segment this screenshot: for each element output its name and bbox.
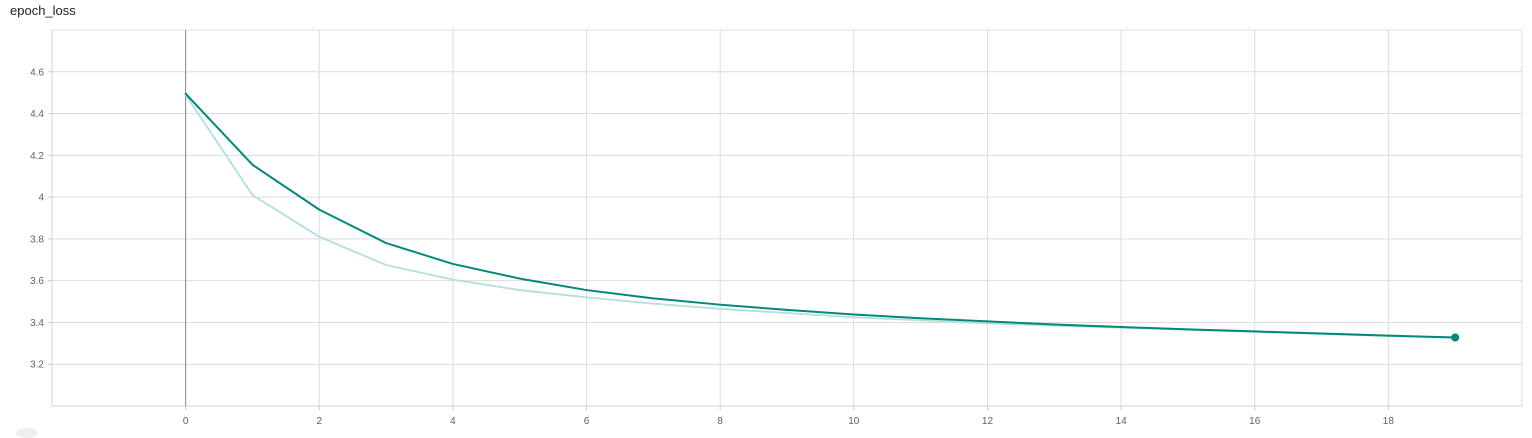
x-tick-label: 14 <box>1116 416 1128 427</box>
x-tick-label: 2 <box>316 416 322 427</box>
x-tick-label: 18 <box>1383 416 1395 427</box>
y-tick-label: 4.4 <box>30 109 44 120</box>
x-tick-label: 16 <box>1249 416 1261 427</box>
x-tick-label: 0 <box>183 416 189 427</box>
x-tick-label: 4 <box>450 416 456 427</box>
x-tick-label: 6 <box>584 416 590 427</box>
chart-title: epoch_loss <box>10 3 76 18</box>
y-tick-label: 3.4 <box>30 318 44 329</box>
x-tick-label: 10 <box>848 416 860 427</box>
y-tick-label: 3.2 <box>30 360 44 371</box>
y-tick-label: 4 <box>38 193 44 204</box>
y-tick-label: 3.6 <box>30 276 44 287</box>
y-tick-label: 3.8 <box>30 234 44 245</box>
series-end-point <box>1451 333 1460 342</box>
x-tick-label: 8 <box>717 416 723 427</box>
series-line-smoothed <box>184 92 1457 339</box>
y-tick-label: 4.2 <box>30 151 44 162</box>
y-tick-label: 4.6 <box>30 67 44 78</box>
series-line-raw <box>184 93 1457 339</box>
x-tick-label: 12 <box>982 416 994 427</box>
corner-control-icon[interactable] <box>16 428 38 438</box>
